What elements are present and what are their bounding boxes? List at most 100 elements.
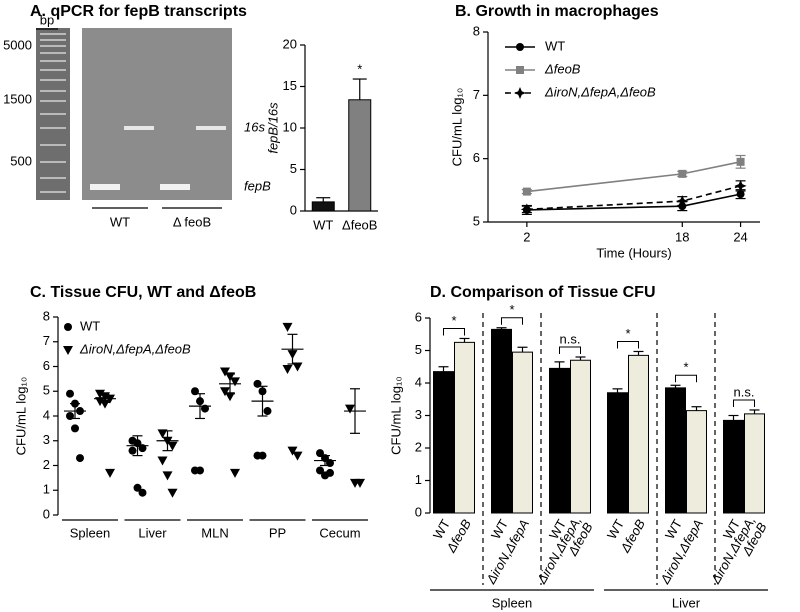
y-tick-label: 15 (283, 78, 297, 93)
y-tick-label: 8 (43, 308, 50, 323)
y-tick-label: 4 (415, 374, 422, 389)
marker (71, 424, 79, 433)
legend-label: ΔiroN,ΔfepA,ΔfeoB (544, 84, 656, 99)
bar (744, 413, 765, 514)
bar (607, 392, 628, 514)
gel-band (90, 184, 120, 190)
y-axis-label: CFU/mL log₁₀ (388, 376, 403, 455)
x-tick-label: 18 (675, 229, 689, 244)
marker (162, 471, 173, 481)
x-tick-label: 24 (733, 229, 747, 244)
marker (138, 488, 147, 497)
x-tick-label: WT (313, 217, 333, 232)
lane-label: Δ feoB (173, 214, 211, 229)
gel-lanes (82, 28, 232, 200)
x-tick-label: PP (269, 525, 286, 540)
x-tick-label: Liver (138, 525, 167, 540)
annotation: * (509, 302, 514, 317)
marker (64, 323, 72, 331)
bar (311, 201, 335, 212)
marker (292, 362, 303, 372)
bar (454, 341, 475, 514)
y-tick-label: 1 (415, 472, 422, 487)
group-label: Spleen (492, 595, 532, 610)
y-tick-label: 5 (415, 342, 422, 357)
y-tick-label: 10 (283, 119, 297, 134)
marker (220, 367, 230, 377)
bar (549, 367, 570, 514)
legend-label: WT (80, 318, 100, 333)
x-tick-label: ΔfeoB (342, 217, 377, 232)
y-tick-label: 6 (473, 150, 480, 165)
marker (734, 179, 747, 192)
band-label: fepB (244, 178, 271, 193)
gel-band (160, 184, 190, 190)
y-tick-label: 20 (283, 36, 297, 51)
marker (133, 483, 142, 492)
bar (433, 371, 454, 514)
annotation: * (357, 61, 362, 76)
marker (736, 157, 745, 166)
y-tick-label: 2 (43, 457, 50, 472)
marker (128, 446, 137, 455)
bar (570, 359, 591, 514)
gel-band (196, 126, 226, 130)
bar (628, 354, 649, 514)
marker (522, 187, 531, 196)
y-tick-label: 0 (290, 202, 297, 217)
marker (514, 87, 526, 99)
marker (230, 468, 240, 478)
marker (736, 190, 745, 199)
x-tick-label: MLN (201, 525, 228, 540)
legend-label: WT (545, 38, 565, 53)
marker (316, 466, 324, 475)
bar (491, 328, 512, 514)
y-tick-label: 1 (43, 482, 50, 497)
y-tick-label: 3 (415, 407, 422, 422)
marker (345, 404, 355, 414)
gel-band (124, 126, 154, 130)
marker (520, 203, 533, 216)
bracket (559, 346, 581, 354)
marker (516, 43, 524, 51)
annotation: * (625, 326, 630, 341)
marker (676, 195, 689, 208)
marker (167, 488, 178, 498)
x-tick-label: 2 (523, 229, 530, 244)
y-tick-label: 6 (415, 309, 422, 324)
series-line (526, 161, 741, 193)
annotation: * (451, 313, 456, 328)
y-tick-label: 8 (473, 23, 480, 38)
y-axis-label: fepB/16s (265, 102, 280, 154)
legend-label: ΔfeoB (544, 61, 581, 76)
marker (95, 397, 105, 407)
y-tick-label: 0 (415, 504, 422, 519)
marker (76, 454, 84, 463)
band-label: 16s (244, 119, 265, 134)
gel-image (36, 28, 232, 209)
marker (157, 456, 168, 466)
marker (105, 468, 115, 478)
bracket (443, 327, 465, 336)
bar (723, 419, 744, 514)
marker (263, 407, 272, 416)
marker (292, 451, 303, 461)
ladder-label: 5000 (3, 37, 32, 52)
panel-a-title: A. qPCR for fepB transcripts (30, 3, 247, 20)
y-tick-label: 6 (43, 358, 50, 373)
bracket (733, 399, 755, 407)
y-tick-label: 5 (43, 383, 50, 398)
bar (512, 351, 533, 514)
bracket (675, 374, 697, 383)
series-line (526, 185, 741, 211)
legend-label: ΔiroN,ΔfepA,ΔfeoB (79, 341, 191, 356)
bar (348, 99, 372, 212)
x-tick-label: Cecum (319, 525, 360, 540)
y-tick-label: 4 (43, 407, 50, 422)
y-tick-label: 2 (415, 439, 422, 454)
marker (95, 389, 105, 399)
marker (63, 346, 73, 355)
y-axis-label: CFU/mL log₁₀ (449, 88, 464, 167)
marker (258, 451, 267, 460)
ladder-unit: bp (40, 12, 54, 27)
